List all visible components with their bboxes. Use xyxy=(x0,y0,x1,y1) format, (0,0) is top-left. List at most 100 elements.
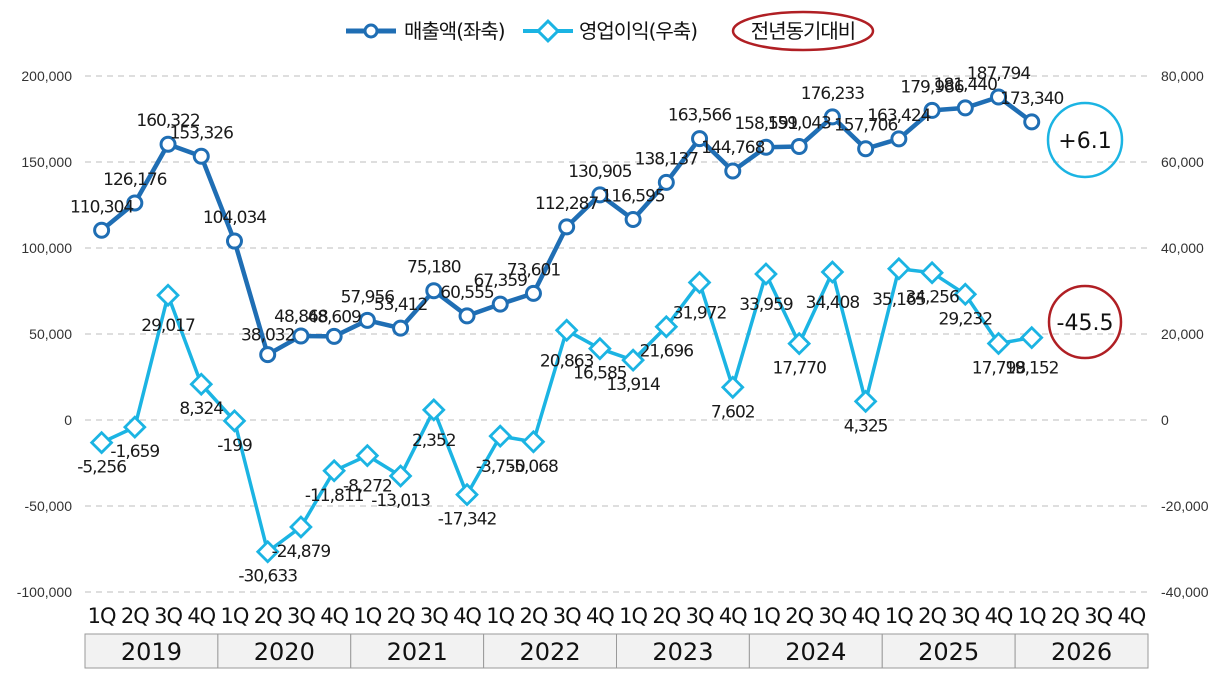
profit-line xyxy=(100,267,1033,554)
sales-data-label: 158,591 xyxy=(734,114,797,134)
quarter-label: 2Q xyxy=(1051,604,1079,628)
quarter-label: 4Q xyxy=(719,604,747,628)
left-tick-label: 50,000 xyxy=(29,326,72,342)
quarter-label: 4Q xyxy=(586,604,614,628)
quarter-label: 1Q xyxy=(619,604,647,628)
profit-point xyxy=(189,372,214,397)
sales-point xyxy=(990,88,1008,106)
quarter-label: 2Q xyxy=(652,604,680,628)
quarter-label: 4Q xyxy=(453,604,481,628)
sales-data-label: 160,322 xyxy=(136,111,199,131)
profit-point xyxy=(787,331,812,356)
legend-profit-label: 영업이익(우축) xyxy=(579,19,697,43)
sales-data-label: 138,137 xyxy=(635,149,698,169)
quarter-label: 3Q xyxy=(420,604,448,628)
sales-point xyxy=(923,101,941,119)
profit-data-label: 31,972 xyxy=(673,304,727,324)
quarter-label: 1Q xyxy=(752,604,780,628)
sales-point xyxy=(558,218,576,236)
profit-data-label: -17,342 xyxy=(438,510,497,530)
profit-point xyxy=(156,283,180,308)
x-axis: 1Q 2Q 3Q 4Q 1Q 2Q 3Q 4Q 1Q 2Q 3Q 4Q 1Q 2Q 3Q 4Q 1Q 2Q 3Q 4Q… xyxy=(84,604,1149,669)
sales-data-label: 163,566 xyxy=(668,106,731,126)
sales-point xyxy=(624,210,642,228)
profit-data-label: 34,256 xyxy=(905,288,959,308)
profit-data-label: 34,408 xyxy=(806,293,860,313)
profit-data-label: 17,770 xyxy=(772,359,826,379)
profit-point xyxy=(122,415,147,440)
profit-data-label: -1,659 xyxy=(110,442,159,462)
sales-point xyxy=(1023,113,1041,131)
right-tick-label: -20,000 xyxy=(1161,498,1209,514)
quarter-label: 2Q xyxy=(121,604,149,628)
sales-data-label: 181,440 xyxy=(934,75,997,95)
sales-data-label: 163,424 xyxy=(867,106,930,126)
year-label: 2021 xyxy=(387,638,448,666)
profit-data-label: -5,256 xyxy=(77,458,126,478)
profit-data-label: 33,959 xyxy=(739,295,793,315)
profit-point xyxy=(289,515,313,539)
right-tick-label: 40,000 xyxy=(1161,240,1204,256)
sales-data-label: 73,601 xyxy=(507,260,561,280)
quarter-label: 3Q xyxy=(287,604,315,628)
profit-data-label: -11,811 xyxy=(305,486,364,506)
gridlines xyxy=(85,75,1148,593)
sales-data-label: 187,794 xyxy=(967,64,1030,84)
sales-data-label: 75,180 xyxy=(407,258,461,278)
quarter-label: 3Q xyxy=(553,604,581,628)
quarter-label: 4Q xyxy=(320,604,348,628)
year-label: 2025 xyxy=(918,638,979,666)
sales-data-label: 104,034 xyxy=(203,208,266,228)
profit-data-label: -199 xyxy=(217,436,252,456)
quarter-label: 4Q xyxy=(187,604,215,628)
year-box xyxy=(483,633,617,669)
year-box xyxy=(1014,633,1149,669)
sales-point xyxy=(425,282,443,300)
profit-point xyxy=(754,262,778,286)
legend-sales-marker xyxy=(363,23,379,39)
left-tick-label: -50,000 xyxy=(25,498,73,514)
profit-data-label: -8,272 xyxy=(343,477,392,497)
sales-point xyxy=(890,130,908,148)
profit-data-label: -30,633 xyxy=(238,567,297,587)
profit-point xyxy=(421,398,446,422)
sales-point xyxy=(491,295,509,313)
sales-point xyxy=(691,130,709,148)
quarter-label: 1Q xyxy=(353,604,381,628)
sales-point xyxy=(790,137,808,155)
profit-data-label: -5,068 xyxy=(509,457,558,477)
right-axis-ticks: 80,000 60,000 40,000 20,000 0 -20,000 -40,000 xyxy=(1161,68,1209,600)
profit-point xyxy=(853,389,878,414)
sales-data-label: 157,706 xyxy=(834,116,897,136)
profit-point xyxy=(222,408,247,433)
quarter-label: 3Q xyxy=(686,604,714,628)
sales-data-label: 57,956 xyxy=(341,287,395,307)
left-tick-label: 200,000 xyxy=(21,68,72,84)
legend: 매출액(좌축) 영업이익(우축) 전년동기대비 xyxy=(346,10,875,52)
profit-point xyxy=(521,429,546,454)
sales-point xyxy=(823,108,841,126)
sales-data-label: 53,412 xyxy=(374,295,428,315)
profit-data-label: 8,324 xyxy=(179,399,223,419)
left-tick-label: 0 xyxy=(64,412,72,428)
sales-data-label: 110,304 xyxy=(70,197,133,217)
sales-point xyxy=(159,135,177,153)
profit-point xyxy=(455,482,479,507)
yoy-profit-circle xyxy=(1047,284,1123,360)
sales-point xyxy=(192,147,210,165)
quarter-label: 4Q xyxy=(1117,604,1145,628)
sales-point xyxy=(524,284,542,302)
sales-data-label: 126,176 xyxy=(103,170,166,190)
sales-data-label: 153,326 xyxy=(170,123,233,143)
right-tick-label: 80,000 xyxy=(1161,68,1204,84)
profit-point xyxy=(820,260,845,284)
profit-point xyxy=(488,424,513,449)
right-tick-label: 60,000 xyxy=(1161,154,1204,170)
sales-data-label: 159,043 xyxy=(768,113,831,133)
sales-point xyxy=(591,186,609,204)
profit-point xyxy=(687,270,712,295)
sales-point xyxy=(657,173,675,191)
sales-data-label: 48,609 xyxy=(307,307,361,327)
